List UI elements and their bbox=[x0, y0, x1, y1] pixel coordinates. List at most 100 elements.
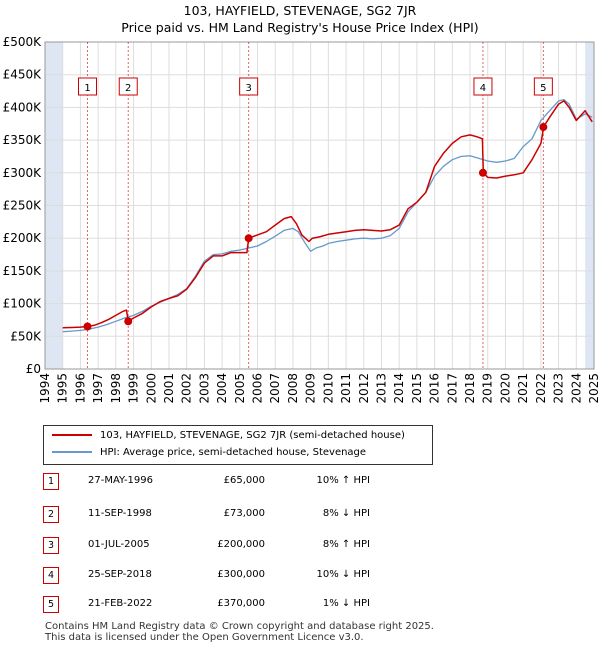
x-tick-label: 2005 bbox=[233, 373, 247, 404]
x-tick-label: 2006 bbox=[251, 373, 265, 404]
y-tick-label: £100K bbox=[3, 297, 43, 311]
y-tick-label: £400K bbox=[3, 100, 43, 114]
footer: Contains HM Land Registry data © Crown c… bbox=[45, 621, 434, 643]
y-tick-label: £250K bbox=[3, 199, 43, 213]
sale-label-box bbox=[473, 77, 493, 96]
plot-frame bbox=[44, 41, 595, 370]
y-tick-label: £300K bbox=[3, 166, 43, 180]
x-tick-label: 2020 bbox=[498, 373, 512, 404]
x-tick-label: 2003 bbox=[197, 373, 211, 404]
sale-price: £200,000 bbox=[217, 539, 265, 550]
sale-label-box bbox=[239, 77, 259, 96]
hpi-line bbox=[62, 98, 593, 333]
x-tick-label: 2015 bbox=[410, 373, 424, 404]
y-tick-label: £0 bbox=[26, 362, 41, 376]
x-tick-label: 2002 bbox=[180, 373, 194, 404]
sale-label-text: 2 bbox=[125, 83, 131, 94]
sale-number-badge: 1 bbox=[43, 473, 59, 490]
sale-number-badge: 2 bbox=[43, 506, 59, 523]
x-tick-label: 1994 bbox=[38, 373, 52, 404]
x-tick-label: 2021 bbox=[516, 373, 530, 404]
title-line-1: 103, HAYFIELD, STEVENAGE, SG2 7JR bbox=[183, 3, 417, 18]
sale-hpi-diff: 10% ↓ HPI bbox=[316, 569, 370, 580]
sale-date: 01-JUL-2005 bbox=[88, 539, 150, 550]
x-tick-label: 1998 bbox=[109, 373, 123, 404]
sale-price: £370,000 bbox=[217, 598, 265, 609]
legend-label-hpi: HPI: Average price, semi-detached house,… bbox=[100, 447, 367, 458]
legend-swatch-property bbox=[52, 434, 92, 436]
x-tick-label: 1996 bbox=[73, 373, 87, 404]
sale-hpi-diff: 8% ↑ HPI bbox=[322, 539, 370, 550]
sale-label-text: 4 bbox=[480, 83, 486, 94]
sale-number-badge: 5 bbox=[43, 596, 59, 613]
sale-date: 21-FEB-2022 bbox=[88, 598, 153, 609]
x-tick-label: 2004 bbox=[215, 373, 229, 404]
x-tick-label: 2018 bbox=[463, 373, 477, 404]
footer-licence: This data is licensed under the Open Gov… bbox=[45, 632, 364, 643]
x-tick-label: 2012 bbox=[357, 373, 371, 404]
title-line-2: Price paid vs. HM Land Registry's House … bbox=[121, 20, 479, 35]
x-tick-label: 2019 bbox=[481, 373, 495, 404]
sale-label-text: 5 bbox=[540, 83, 546, 94]
y-tick-label: £50K bbox=[10, 329, 42, 343]
y-tick-label: £500K bbox=[3, 35, 43, 49]
x-tick-label: 2007 bbox=[268, 373, 282, 404]
sale-hpi-diff: 1% ↓ HPI bbox=[322, 598, 370, 609]
price-chart: £0 £50K £100K £150K £200K £250K £300K £350K £400… bbox=[3, 35, 600, 404]
legend-label-property: 103, HAYFIELD, STEVENAGE, SG2 7JR (semi-… bbox=[100, 430, 405, 441]
sale-row: 1 27-MAY-1996 £65,000 10% ↑ HPI bbox=[43, 472, 443, 490]
x-tick-label: 2000 bbox=[144, 373, 158, 404]
x-tick-label: 2022 bbox=[534, 373, 548, 404]
footer-copyright: Contains HM Land Registry data © Crown c… bbox=[45, 621, 434, 632]
legend-item-hpi: HPI: Average price, semi-detached house,… bbox=[52, 445, 366, 461]
y-tick-label: £200K bbox=[3, 231, 43, 245]
x-tick-label: 2023 bbox=[552, 373, 566, 404]
sale-point bbox=[124, 317, 133, 326]
sale-row: 2 11-SEP-1998 £73,000 8% ↓ HPI bbox=[43, 505, 443, 523]
x-tick-label: 1999 bbox=[127, 373, 141, 404]
x-tick-label: 2008 bbox=[286, 373, 300, 404]
sale-price: £65,000 bbox=[223, 475, 265, 486]
sale-row: 3 01-JUL-2005 £200,000 8% ↑ HPI bbox=[43, 536, 443, 554]
sale-price: £73,000 bbox=[223, 508, 265, 519]
x-tick-label: 2016 bbox=[428, 373, 442, 404]
x-tick-label: 2017 bbox=[445, 373, 459, 404]
x-tick-label: 2001 bbox=[162, 373, 176, 404]
property-line bbox=[62, 100, 593, 329]
sale-label-box bbox=[78, 77, 98, 96]
sale-point bbox=[539, 123, 548, 132]
y-tick-label: £350K bbox=[3, 133, 43, 147]
sale-label-box bbox=[118, 77, 138, 96]
x-tick-label: 2024 bbox=[569, 373, 583, 404]
sale-number-badge: 4 bbox=[43, 567, 59, 584]
sale-label-box bbox=[533, 77, 553, 96]
sale-date: 27-MAY-1996 bbox=[88, 475, 154, 486]
x-tick-label: 2010 bbox=[321, 373, 335, 404]
sale-row: 5 21-FEB-2022 £370,000 1% ↓ HPI bbox=[43, 595, 443, 613]
legend-swatch-hpi bbox=[52, 451, 92, 453]
sale-date: 11-SEP-1998 bbox=[88, 508, 152, 519]
x-tick-label: 2009 bbox=[304, 373, 318, 404]
x-tick-label: 2011 bbox=[339, 373, 353, 404]
legend: 103, HAYFIELD, STEVENAGE, SG2 7JR (semi-… bbox=[43, 425, 433, 465]
sale-point bbox=[244, 234, 253, 243]
x-tick-label: 2013 bbox=[374, 373, 388, 404]
sale-point bbox=[83, 322, 92, 331]
legend-item-property: 103, HAYFIELD, STEVENAGE, SG2 7JR (semi-… bbox=[52, 428, 405, 444]
sale-number-badge: 3 bbox=[43, 537, 59, 554]
sale-hpi-diff: 8% ↓ HPI bbox=[322, 508, 370, 519]
sale-hpi-diff: 10% ↑ HPI bbox=[316, 475, 370, 486]
sale-label-text: 3 bbox=[245, 83, 251, 94]
x-tick-label: 2014 bbox=[392, 373, 406, 404]
y-tick-label: £150K bbox=[3, 264, 43, 278]
chart-title: 103, HAYFIELD, STEVENAGE, SG2 7JR Price … bbox=[0, 2, 600, 36]
x-tick-label: 1997 bbox=[91, 373, 105, 404]
x-tick-label: 2025 bbox=[587, 373, 600, 404]
sale-row: 4 25-SEP-2018 £300,000 10% ↓ HPI bbox=[43, 566, 443, 584]
x-tick-label: 1995 bbox=[56, 373, 70, 404]
sale-price: £300,000 bbox=[217, 569, 265, 580]
sale-date: 25-SEP-2018 bbox=[88, 569, 152, 580]
sale-point bbox=[478, 168, 487, 177]
sale-label-text: 1 bbox=[84, 83, 90, 94]
y-tick-label: £450K bbox=[3, 68, 43, 82]
